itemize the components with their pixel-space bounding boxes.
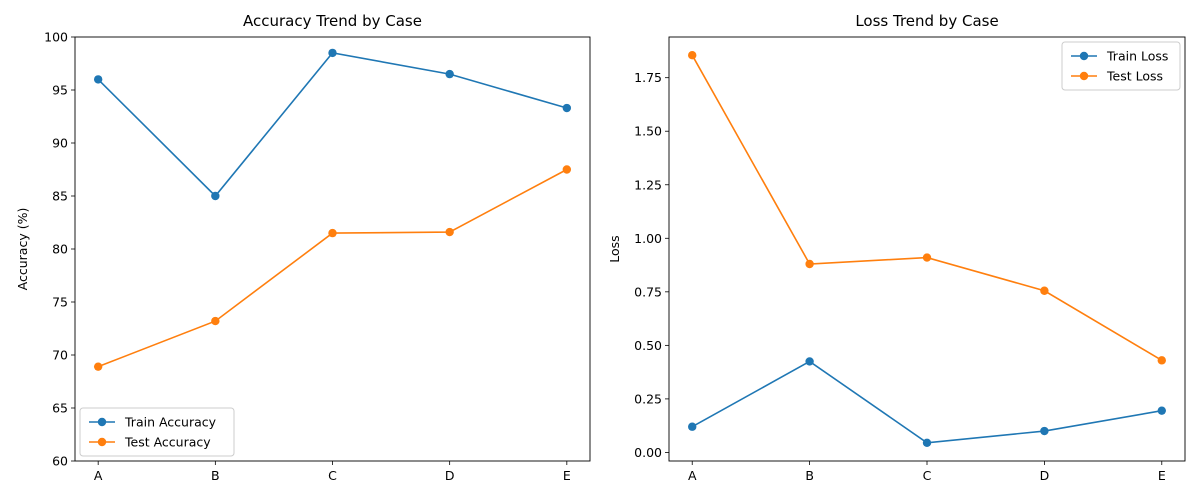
- y-tick-label: 90: [52, 136, 68, 151]
- data-point: [805, 259, 814, 269]
- x-tick-label: C: [923, 468, 932, 483]
- data-point: [688, 51, 697, 60]
- axes-frame: [668, 36, 1186, 462]
- data-point: [93, 362, 103, 371]
- x-tick-label: D: [1040, 468, 1050, 483]
- chart-panel-1: Accuracy Trend by Case 60 65 70 75 80 85 90 95 10…: [15, 12, 591, 483]
- data-point: [445, 69, 454, 79]
- x-tick-label: B: [805, 468, 814, 483]
- legend-box: [1061, 41, 1181, 91]
- chart-title: Loss Trend by Case: [855, 12, 998, 30]
- legend: Train Accuracy Test Accuracy: [79, 407, 235, 457]
- x-tick-label: A: [688, 468, 697, 483]
- legend-label: Train Loss: [1106, 49, 1168, 64]
- data-point: [1040, 426, 1049, 436]
- x-tick-label: B: [211, 468, 220, 483]
- data-point: [445, 227, 454, 237]
- legend-marker: [97, 417, 107, 427]
- series-line-2: [97, 168, 568, 368]
- data-point: [562, 103, 572, 113]
- legend: Train Loss Test Loss: [1061, 41, 1181, 91]
- legend-label: Test Loss: [1106, 69, 1163, 84]
- y-tick-label: 60: [52, 454, 68, 469]
- y-axis-label: Loss: [607, 235, 622, 262]
- data-point: [1040, 286, 1049, 295]
- y-tick-label: 70: [52, 348, 68, 363]
- data-point: [1157, 406, 1166, 415]
- y-tick-label: 100: [44, 30, 68, 45]
- y-tick-label: 95: [52, 83, 68, 98]
- series-line-2: [691, 54, 1163, 362]
- data-point: [922, 253, 932, 262]
- y-tick-label: 1.00: [634, 231, 662, 246]
- data-point: [211, 316, 220, 326]
- x-tick-label: C: [328, 468, 337, 483]
- y-tick-label: 1.50: [634, 124, 662, 139]
- x-tick-label: E: [563, 468, 571, 483]
- y-tick-label: 1.75: [634, 70, 662, 85]
- series-line-1: [691, 360, 1162, 444]
- data-point: [805, 357, 814, 366]
- data-point: [211, 191, 220, 201]
- y-tick-label: 0.75: [634, 284, 662, 299]
- y-tick-label: 0.00: [634, 445, 662, 460]
- data-point: [922, 438, 932, 447]
- y-tick-label: 75: [52, 295, 68, 310]
- x-tick-label: E: [1158, 468, 1166, 483]
- data-point: [562, 165, 572, 174]
- legend-marker: [1079, 71, 1089, 81]
- legend-marker: [97, 437, 107, 447]
- data-point: [328, 228, 337, 238]
- y-tick-label: 0.25: [634, 391, 662, 406]
- axes-frame: [74, 36, 591, 462]
- legend-label: Train Accuracy: [124, 415, 217, 430]
- y-tick-label: 85: [52, 189, 68, 204]
- chart-title: Accuracy Trend by Case: [243, 12, 422, 30]
- data-point: [93, 75, 103, 84]
- legend-marker: [1079, 51, 1089, 61]
- y-tick-label: 0.50: [634, 338, 662, 353]
- x-tick-label: A: [94, 468, 103, 483]
- y-tick-label: 65: [52, 401, 68, 416]
- series-line-1: [97, 52, 568, 198]
- y-axis-label: Accuracy (%): [15, 208, 30, 291]
- chart-panel-2: Loss Trend by Case 0.00 0.25 0.50 0.75 1.00 1.…: [607, 12, 1186, 483]
- data-point: [328, 48, 337, 58]
- data-point: [688, 422, 697, 431]
- y-tick-label: 1.25: [634, 177, 662, 192]
- x-tick-label: D: [445, 468, 455, 483]
- y-tick-label: 80: [52, 242, 68, 257]
- data-point: [1157, 356, 1166, 365]
- legend-label: Test Accuracy: [124, 435, 211, 450]
- legend-box: [79, 407, 235, 457]
